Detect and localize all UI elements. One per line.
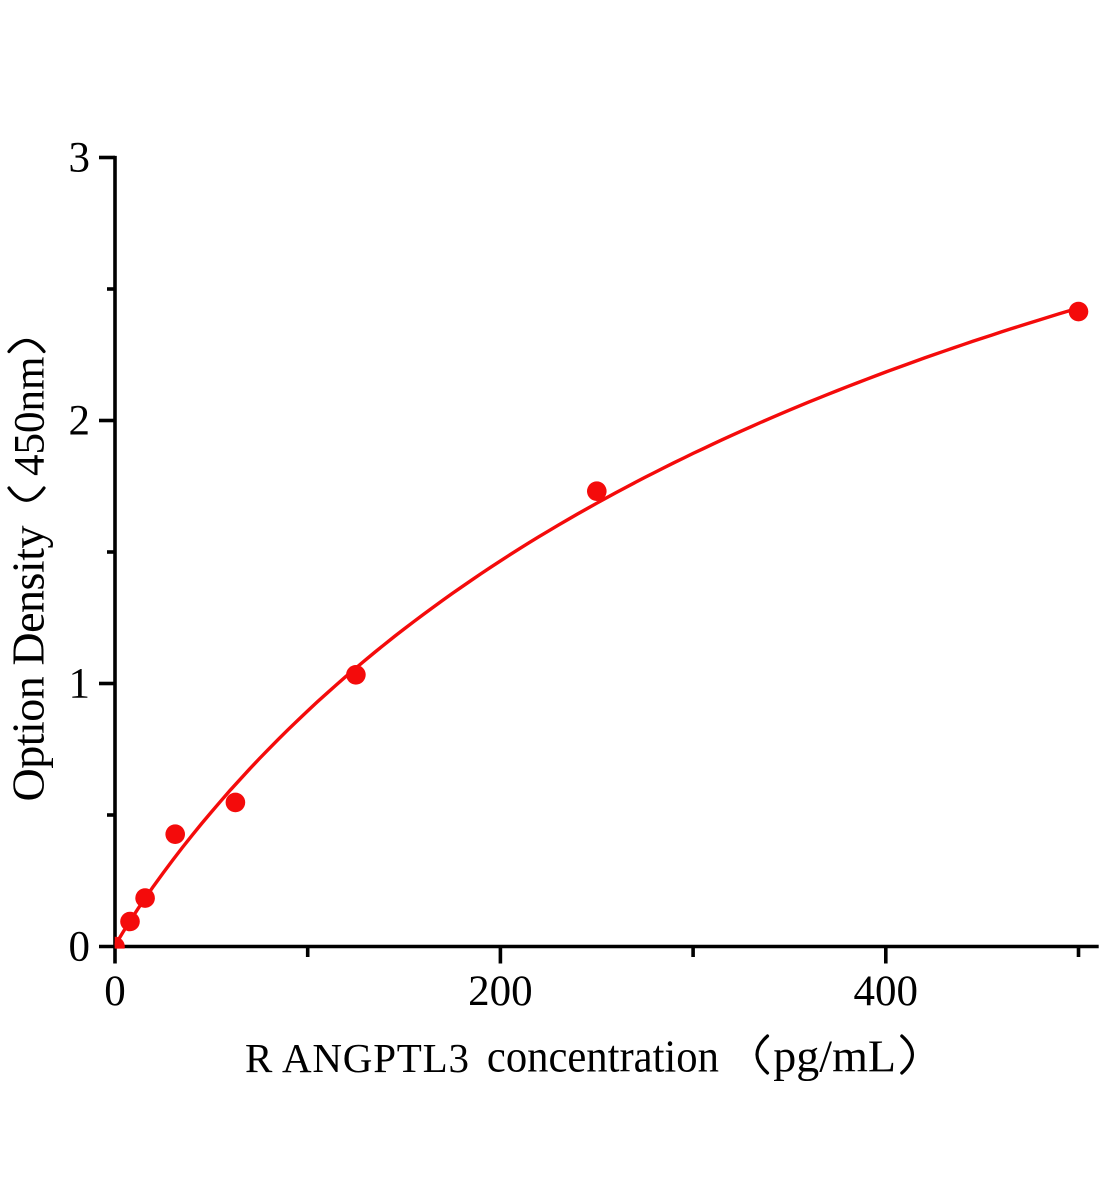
svg-text:0: 0 xyxy=(69,924,91,971)
svg-text:400: 400 xyxy=(854,968,919,1015)
svg-text:2: 2 xyxy=(69,398,91,445)
svg-text:3: 3 xyxy=(69,135,91,182)
svg-text:pg/mL: pg/mL xyxy=(773,1031,896,1082)
svg-text:1: 1 xyxy=(69,661,91,708)
svg-text:450nm: 450nm xyxy=(7,357,54,476)
svg-text:0: 0 xyxy=(104,968,126,1015)
svg-text:R ANGPTL3: R ANGPTL3 xyxy=(245,1035,469,1081)
svg-text:Option Density: Option Density xyxy=(3,526,54,802)
svg-text:concentration: concentration xyxy=(487,1031,719,1082)
svg-text:200: 200 xyxy=(468,968,533,1015)
